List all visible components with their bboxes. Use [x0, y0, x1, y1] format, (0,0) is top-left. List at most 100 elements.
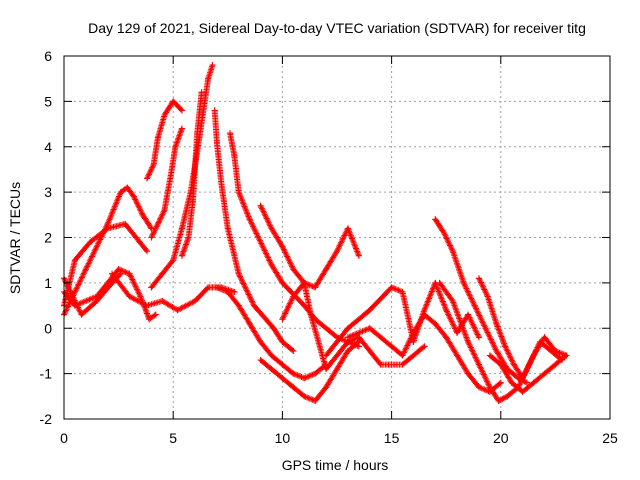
series-sat-u — [486, 352, 570, 395]
data-point — [279, 375, 286, 382]
data-point — [146, 316, 153, 323]
data-point — [388, 343, 395, 350]
data-point — [290, 347, 297, 354]
data-point — [251, 302, 258, 309]
data-point — [87, 239, 94, 246]
data-point — [82, 266, 89, 273]
data-point — [268, 225, 275, 232]
data-point — [143, 248, 150, 255]
data-point — [465, 370, 472, 377]
data-point — [410, 329, 417, 336]
data-point — [231, 152, 238, 159]
data-point — [130, 193, 137, 200]
data-point — [366, 325, 373, 332]
data-point — [541, 334, 548, 341]
y-tick-label: 2 — [44, 230, 52, 246]
series-sat-h — [148, 62, 216, 291]
data-point — [510, 361, 517, 368]
data-point — [205, 75, 212, 82]
data-point — [152, 311, 159, 318]
data-point — [268, 366, 275, 373]
data-point — [189, 198, 196, 205]
data-point — [323, 366, 330, 373]
data-point — [486, 352, 493, 359]
data-point — [143, 302, 150, 309]
data-point — [154, 134, 161, 141]
data-point — [399, 352, 406, 359]
data-point — [161, 111, 168, 118]
data-point — [410, 338, 417, 345]
series-sat-i — [178, 89, 205, 259]
series-sat-f — [143, 98, 185, 182]
data-point — [159, 270, 166, 277]
data-point — [211, 107, 218, 114]
data-point — [432, 320, 439, 327]
data-point — [268, 261, 275, 268]
data-point — [117, 270, 124, 277]
data-point — [185, 234, 192, 241]
data-point — [231, 288, 238, 295]
series-sat-g — [148, 125, 185, 241]
data-point — [257, 202, 264, 209]
data-point — [159, 298, 166, 305]
data-point — [443, 334, 450, 341]
data-point — [205, 284, 212, 291]
data-point — [355, 252, 362, 259]
data-point — [143, 175, 150, 182]
data-point — [334, 366, 340, 373]
data-point — [124, 184, 131, 191]
data-point — [235, 302, 242, 309]
data-point — [344, 347, 351, 354]
data-point — [344, 225, 351, 232]
data-point — [312, 370, 319, 377]
data-marks — [61, 62, 570, 404]
data-point — [148, 234, 155, 241]
data-point — [279, 338, 286, 345]
data-point — [246, 216, 253, 223]
data-point — [399, 288, 406, 295]
data-point — [388, 284, 395, 291]
data-point — [257, 338, 264, 345]
data-point — [312, 397, 319, 404]
x-tick-label: 25 — [602, 430, 618, 446]
data-point — [552, 361, 559, 368]
data-point — [246, 320, 253, 327]
data-point — [218, 180, 225, 187]
data-point — [454, 352, 461, 359]
data-point — [235, 189, 242, 196]
data-point — [301, 375, 308, 382]
data-point — [279, 243, 286, 250]
data-point — [168, 170, 175, 177]
data-point — [475, 334, 482, 341]
data-point — [150, 161, 157, 168]
data-point — [279, 361, 286, 368]
data-point — [334, 352, 340, 359]
series-sat-q — [344, 311, 504, 395]
data-point — [148, 284, 155, 291]
data-point — [493, 347, 500, 354]
series-sat-l — [213, 284, 330, 382]
data-point — [377, 361, 384, 368]
y-axis-title: SDTVAR / TECUs — [7, 182, 23, 294]
data-point — [198, 89, 205, 96]
data-point — [93, 298, 100, 305]
data-point — [170, 98, 177, 105]
data-point — [174, 307, 181, 314]
data-point — [449, 248, 456, 255]
x-tick-label: 20 — [493, 430, 509, 446]
data-point — [465, 338, 472, 345]
axis-ticks — [63, 55, 611, 420]
data-point — [519, 375, 526, 382]
data-point — [508, 379, 515, 386]
y-tick-label: -2 — [40, 411, 53, 427]
y-tick-label: 5 — [44, 93, 52, 109]
data-point — [224, 225, 231, 232]
data-point — [421, 343, 428, 350]
data-point — [290, 293, 297, 300]
data-point — [235, 270, 242, 277]
data-point — [334, 248, 340, 255]
data-point — [290, 384, 297, 391]
data-point — [109, 270, 116, 277]
